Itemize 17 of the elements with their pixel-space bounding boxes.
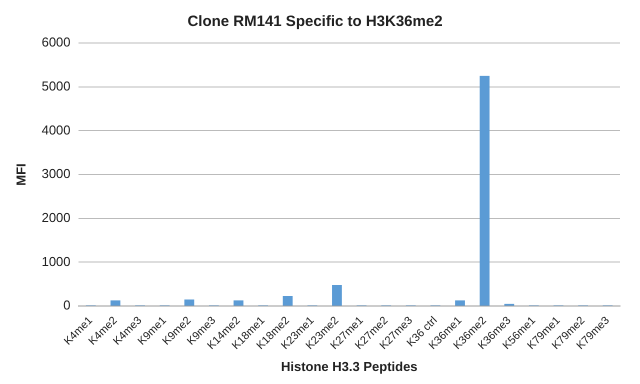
bar: [234, 300, 244, 306]
bar: [455, 300, 465, 306]
bar: [282, 296, 293, 306]
bar: [480, 76, 490, 306]
y-tick-label: 3000: [42, 166, 71, 182]
chart-title: Clone RM141 Specific to H3K36me2: [187, 13, 443, 30]
x-axis-title: Histone H3.3 Peptides: [280, 358, 418, 374]
y-axis-title: MFI: [13, 163, 28, 186]
y-tick-label: 6000: [42, 34, 71, 50]
y-tick-label: 1000: [42, 254, 71, 269]
bar: [332, 285, 342, 306]
y-tick-label: 0: [63, 298, 71, 313]
y-tick-label: 5000: [42, 78, 71, 94]
bar: [110, 300, 120, 306]
y-tick-label: 4000: [42, 122, 71, 138]
y-tick-label: 2000: [42, 210, 71, 225]
bar: [184, 300, 194, 306]
